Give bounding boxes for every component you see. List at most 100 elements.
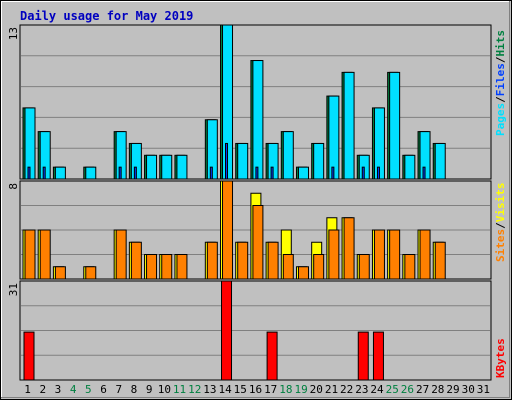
bar-kbytes-day-24	[372, 331, 384, 381]
legend-entry-hits: Hits	[494, 30, 507, 57]
y-axis-max-label: 31	[7, 283, 20, 296]
x-tick-label-day-19: 19	[294, 383, 307, 396]
legend-entry-separator: /	[494, 56, 507, 63]
legend-entry-visits: Visits	[494, 183, 507, 223]
bar-files-day-21	[331, 166, 335, 180]
x-tick-label-day-27: 27	[416, 383, 429, 396]
bar-sites-day-3	[54, 266, 66, 280]
legend-entry-files: Files	[494, 63, 507, 96]
bar-files-day-1	[27, 166, 31, 180]
x-tick-label-day-23: 23	[355, 383, 368, 396]
bar-files-day-14	[225, 142, 229, 180]
bar-pages-day-22	[343, 71, 355, 180]
x-tick-label-day-6: 6	[100, 383, 107, 396]
y-axis-max-label: 8	[7, 183, 20, 190]
bar-pages-day-19	[297, 166, 309, 180]
bar-pages-day-25	[389, 71, 401, 180]
bar-sites-day-26	[404, 254, 416, 280]
x-tick-label-day-4: 4	[70, 383, 77, 396]
x-tick-label-day-30: 30	[462, 383, 475, 396]
bar-sites-day-15	[237, 241, 249, 280]
bar-kbytes-day-23	[357, 331, 369, 381]
bar-kbytes-day-14	[221, 280, 233, 381]
bar-sites-day-28	[434, 241, 446, 280]
legend-entry-kbytes: KBytes	[494, 338, 507, 378]
x-tick-label-day-15: 15	[234, 383, 247, 396]
bar-pages-day-16	[252, 60, 264, 180]
bar-sites-day-9	[146, 254, 158, 280]
bar-sites-day-24	[373, 229, 385, 280]
bar-pages-day-15	[237, 142, 249, 180]
x-tick-label-day-20: 20	[310, 383, 323, 396]
x-tick-label-day-24: 24	[370, 383, 384, 396]
bar-sites-day-22	[343, 217, 355, 280]
x-tick-label-day-17: 17	[264, 383, 277, 396]
bar-files-day-23	[361, 166, 365, 180]
bar-files-day-7	[118, 166, 122, 180]
bar-sites-day-13	[206, 241, 218, 280]
legend-kbytes: KBytes	[494, 338, 507, 378]
x-tick-label-day-22: 22	[340, 383, 353, 396]
x-tick-label-day-11: 11	[173, 383, 186, 396]
bar-files-day-16	[255, 166, 259, 180]
bar-files-day-13	[209, 166, 213, 180]
x-tick-label-day-9: 9	[146, 383, 153, 396]
bar-sites-day-16	[252, 205, 264, 280]
legend-visits-sites: Sites/Visits	[494, 183, 507, 263]
bar-pages-day-28	[434, 142, 446, 180]
x-tick-label-day-25: 25	[386, 383, 399, 396]
bar-sites-day-8	[130, 241, 142, 280]
bar-sites-day-5	[85, 266, 97, 280]
legend-entry-separator: /	[494, 96, 507, 103]
bar-pages-day-3	[54, 166, 66, 180]
bar-sites-day-18	[282, 254, 294, 280]
x-tick-label-day-31: 31	[477, 383, 490, 396]
x-tick-label-day-18: 18	[279, 383, 292, 396]
bar-files-day-17	[270, 166, 274, 180]
bar-sites-day-17	[267, 241, 279, 280]
x-tick-label-day-16: 16	[249, 383, 262, 396]
x-tick-label-day-28: 28	[431, 383, 444, 396]
x-tick-label-day-12: 12	[188, 383, 201, 396]
bar-pages-day-26	[404, 154, 416, 180]
bar-files-day-2	[42, 166, 46, 180]
bar-sites-day-19	[297, 266, 309, 280]
bar-sites-day-27	[419, 229, 431, 280]
bar-files-day-8	[133, 166, 137, 180]
bar-pages-day-9	[146, 154, 158, 180]
x-tick-label-day-2: 2	[39, 383, 46, 396]
bar-sites-day-25	[389, 229, 401, 280]
bar-pages-day-18	[282, 131, 294, 180]
bar-sites-day-14	[222, 180, 234, 280]
legend-entry-pages: Pages	[494, 103, 507, 136]
y-axis-max-label: 13	[7, 27, 20, 40]
bar-sites-day-7	[115, 229, 127, 280]
legend-entry-sites: Sites	[494, 229, 507, 262]
bar-pages-day-21	[328, 95, 340, 180]
chart-title: Daily usage for May 2019	[20, 9, 193, 23]
bar-sites-day-21	[328, 229, 340, 280]
x-tick-label-day-26: 26	[401, 383, 414, 396]
x-tick-label-day-1: 1	[24, 383, 31, 396]
bar-pages-day-11	[176, 154, 188, 180]
x-tick-label-day-14: 14	[218, 383, 232, 396]
x-tick-label-day-3: 3	[55, 383, 62, 396]
bar-kbytes-day-1	[23, 331, 35, 381]
x-tick-label-day-10: 10	[158, 383, 171, 396]
x-tick-label-day-7: 7	[115, 383, 122, 396]
bar-kbytes-day-17	[266, 331, 278, 381]
legend-entry-separator: /	[494, 222, 507, 229]
bar-sites-day-20	[313, 254, 325, 280]
x-tick-label-day-8: 8	[131, 383, 138, 396]
bar-pages-day-10	[161, 154, 173, 180]
bar-sites-day-10	[161, 254, 173, 280]
bar-pages-day-20	[313, 142, 325, 180]
bar-files-day-24	[376, 166, 380, 180]
bar-sites-day-1	[24, 229, 36, 280]
bar-sites-day-2	[39, 229, 51, 280]
x-tick-label-day-5: 5	[85, 383, 92, 396]
x-tick-label-day-21: 21	[325, 383, 338, 396]
bar-sites-day-23	[358, 254, 370, 280]
